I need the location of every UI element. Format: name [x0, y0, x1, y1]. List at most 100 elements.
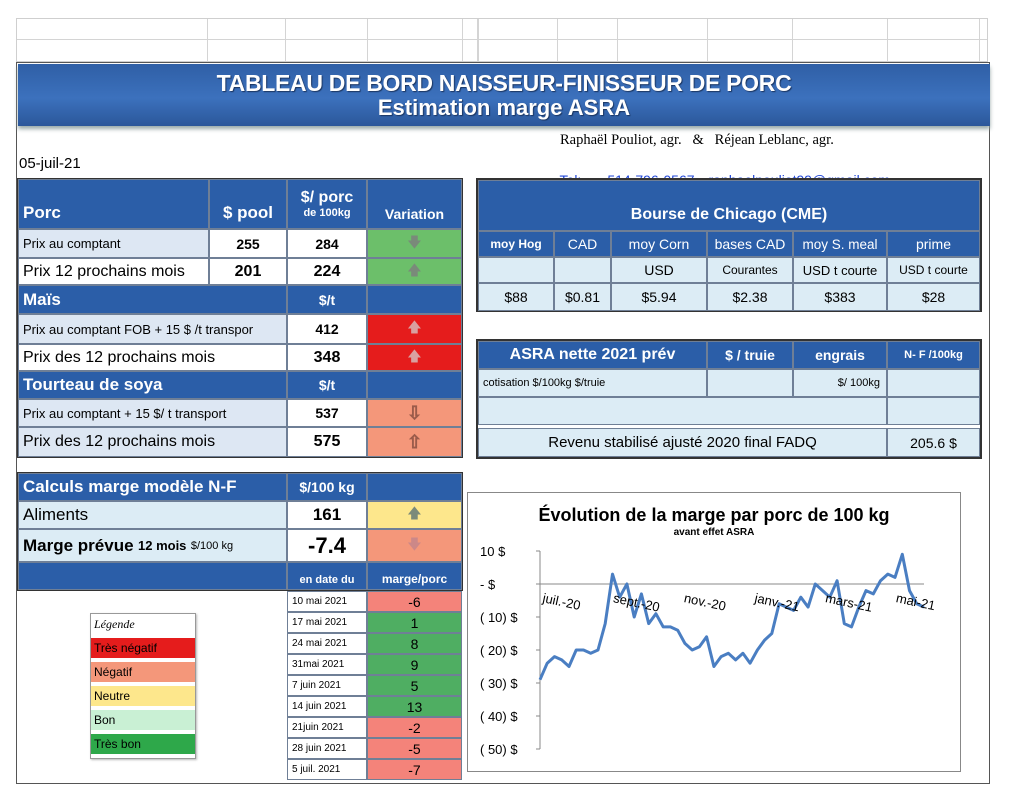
- up-arrow-icon: 🡅: [407, 261, 422, 278]
- marge-prevue-row: Marge prévue 12 mois $/100 kg: [18, 529, 287, 562]
- legend-item: Très bon: [91, 734, 195, 754]
- up-arrow-icon: 🡅: [407, 319, 422, 335]
- x-tick-label: mai-21: [895, 590, 937, 613]
- soya-header-blank: [367, 371, 462, 399]
- mais-row-variation: 🡅: [367, 344, 462, 371]
- calculs-header: Calculs marge modèle N-F: [18, 473, 287, 501]
- bourse-col-header: moy Hog: [478, 231, 554, 257]
- spreadsheet-grid: [16, 18, 988, 62]
- history-col-marge: marge/porc: [367, 562, 462, 590]
- down-arrow-icon: 🡇: [407, 233, 422, 250]
- bourse-col-header: moy S. meal: [793, 231, 887, 257]
- bourse-sub: USD: [611, 257, 707, 283]
- authors: Raphaël Pouliot, agr. & Réjean Leblanc, …: [560, 132, 834, 148]
- mais-header-blank: [367, 285, 462, 314]
- history-value: 5: [367, 675, 462, 696]
- y-tick-label: ( 10) $: [480, 610, 518, 625]
- bourse-value: $2.38: [707, 283, 793, 311]
- legend-item: Neutre: [91, 686, 195, 706]
- history-date: 7 juin 2021: [287, 675, 367, 696]
- marge-prevue-value: -7.4: [287, 529, 367, 562]
- revenu-stabilise-label: Revenu stabilisé ajusté 2020 final FADQ: [478, 428, 887, 457]
- bourse-value: $88: [478, 283, 554, 311]
- mais-header: Maïs: [18, 285, 287, 314]
- chart-subtitle: avant effet ASRA: [673, 527, 755, 538]
- chart-title: Évolution de la marge par porc de 100 kg: [538, 505, 890, 525]
- dashboard-frame: [16, 62, 990, 784]
- porc-row-label: Prix au comptant: [18, 229, 209, 258]
- asra-col-truie: $ / truie: [707, 341, 793, 369]
- bourse-sub: [554, 257, 611, 283]
- history-value: 9: [367, 654, 462, 675]
- down-arrow-icon: ⇩: [406, 402, 423, 423]
- history-date: 17 mai 2021: [287, 612, 367, 633]
- legend-box: Légende Très négatif Négatif Neutre Bon …: [90, 613, 196, 759]
- asra-col-engrais: engrais: [793, 341, 887, 369]
- revenu-stabilise-value: 205.6 $: [887, 428, 980, 457]
- bourse-table: [476, 178, 982, 312]
- up-arrow-icon: 🡅: [407, 347, 422, 364]
- y-tick-label: ( 40) $: [480, 709, 518, 724]
- y-tick-label: - $: [480, 577, 496, 592]
- history-col-date: en date du: [287, 562, 367, 590]
- title-banner: TABLEAU DE BORD NAISSEUR-FINISSEUR DE PO…: [18, 64, 990, 126]
- bourse-col-header: prime: [887, 231, 980, 257]
- legend-item: Négatif: [91, 662, 195, 682]
- history-date: 10 mai 2021: [287, 591, 367, 612]
- porc-header: Porc: [18, 179, 209, 229]
- soya-row-variation: ⇧: [367, 427, 462, 457]
- series-line: [538, 552, 925, 681]
- bourse-sub: USD t courte: [793, 257, 887, 283]
- porc-row-value: 224: [287, 258, 367, 285]
- asra-row-nf: [887, 369, 980, 397]
- bourse-header: Bourse de Chicago (CME): [478, 180, 980, 231]
- soya-row-value: 537: [287, 399, 367, 427]
- dashboard-subtitle: Estimation marge ASRA: [377, 95, 631, 120]
- history-header-blank: [18, 562, 287, 590]
- soya-row-value: 575: [287, 427, 367, 457]
- porc-col-label: $/ porc: [300, 189, 354, 206]
- history-date: 28 juin 2021: [287, 738, 367, 759]
- dashboard-title: TABLEAU DE BORD NAISSEUR-FINISSEUR DE PO…: [216, 70, 792, 96]
- soya-header: Tourteau de soya: [18, 371, 287, 399]
- mais-unit: $/t: [287, 285, 367, 314]
- x-tick-label: nov.-20: [683, 590, 728, 613]
- history-value: -7: [367, 759, 462, 780]
- down-arrow-icon: 🡇: [407, 535, 422, 552]
- pool-col-header: $ pool: [209, 179, 287, 229]
- bourse-col-header: moy Corn: [611, 231, 707, 257]
- bourse-value: $383: [793, 283, 887, 311]
- mais-row-value: 348: [287, 344, 367, 371]
- y-tick-label: ( 20) $: [480, 643, 518, 658]
- history-date: 21juin 2021: [287, 717, 367, 738]
- calculs-unit: $/100 kg: [287, 473, 367, 501]
- report-date: 05-juil-21: [19, 155, 81, 172]
- legend-title: Légende: [91, 614, 195, 634]
- legend-item: Bon: [91, 710, 195, 730]
- bourse-value: $0.81: [554, 283, 611, 311]
- porc-row-label: Prix 12 prochains mois: [18, 258, 209, 285]
- porc-row-pool: 255: [209, 229, 287, 258]
- aliments-variation: 🡅: [367, 501, 462, 529]
- bourse-col-header: CAD: [554, 231, 611, 257]
- mais-row-value: 412: [287, 314, 367, 344]
- history-value: 8: [367, 633, 462, 654]
- x-tick-label: juil.-20: [540, 590, 582, 613]
- up-arrow-icon: 🡅: [407, 505, 422, 521]
- history-date: 31mai 2021: [287, 654, 367, 675]
- aliments-value: 161: [287, 501, 367, 529]
- history-date: 14 juin 2021: [287, 696, 367, 717]
- asra-row-truie: [707, 369, 793, 397]
- porc-row-variation: 🡅: [367, 258, 462, 285]
- bourse-value: $28: [887, 283, 980, 311]
- chart-plot: 10 $ - $ ( 10) $ ( 20) $ ( 30) $ ( 40) $ ( 50)…: [480, 544, 937, 757]
- soya-row-label: Prix des 12 prochains mois: [18, 427, 287, 457]
- porc-row-pool: 201: [209, 258, 287, 285]
- history-value: -5: [367, 738, 462, 759]
- porc-col-sub: de 100kg: [303, 207, 351, 219]
- marge-chart: Évolution de la marge par porc de 100 kg…: [467, 492, 961, 772]
- y-tick-label: 10 $: [480, 544, 506, 559]
- aliments-label: Aliments: [18, 501, 287, 529]
- marge-prevue-unit: $/100 kg: [190, 539, 234, 552]
- history-value: 13: [367, 696, 462, 717]
